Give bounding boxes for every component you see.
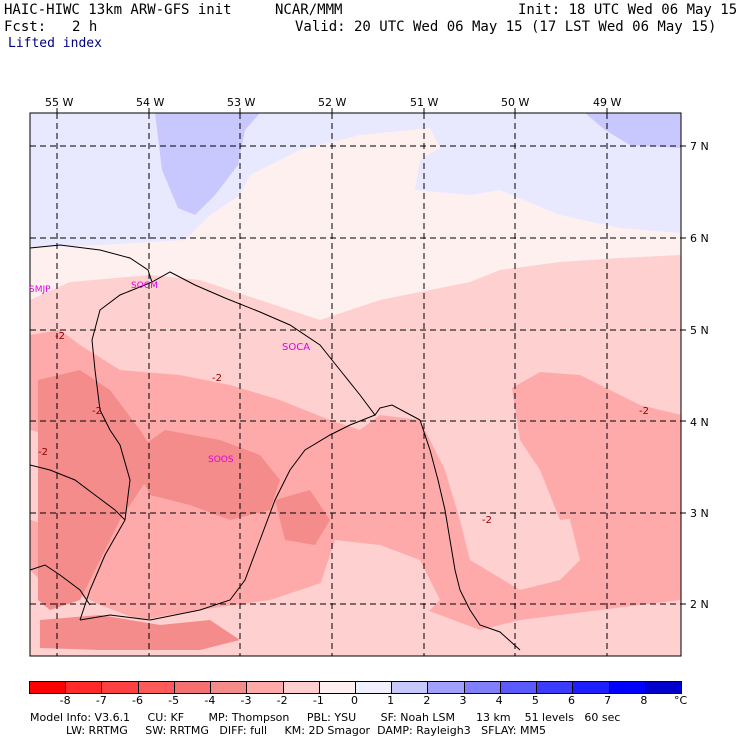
border-southwest (29, 564, 91, 606)
colorbar-swatch (464, 682, 501, 693)
colorbar-swatch (319, 682, 356, 693)
model-info-line1: Model Info: V3.6.1 CU: KF MP: Thompson P… (30, 711, 621, 724)
colorbar-swatch (392, 682, 429, 693)
colorbar-tick-label: -8 (59, 694, 71, 707)
contour-label: -2 (38, 447, 48, 458)
lon-label-50w: 50 W (501, 96, 530, 109)
field-name: Lifted index (8, 36, 102, 51)
station-socm: SOCM (131, 281, 158, 291)
colorbar-swatch (174, 682, 212, 693)
colorbar-tick-label: 1 (387, 694, 395, 707)
forecast-label: Fcst: (4, 19, 47, 35)
border-west (29, 464, 126, 521)
colorbar-swatch (537, 682, 574, 693)
colorbar-swatch (66, 682, 103, 693)
border-fguiana-brazil (419, 419, 521, 651)
colorbar-swatch (247, 682, 284, 693)
contour-label: -2 (92, 406, 102, 417)
colorbar-tick-label: 6 (568, 694, 575, 707)
axis-ticks (56, 108, 686, 605)
model-title: HAIC-HIWC 13km ARW-GFS init (4, 2, 232, 18)
lon-label-52w: 52 W (318, 96, 347, 109)
contour-label: -2 (639, 406, 649, 417)
contour-label: -2 (482, 515, 492, 526)
colorbar-tick-label: -3 (240, 694, 252, 707)
colorbar-swatch (283, 682, 320, 693)
shade-minus2-to-minus3 (30, 330, 681, 630)
contour-label: -2 (212, 373, 222, 384)
colorbar-swatch (138, 682, 175, 693)
station-smjp: SMJP (29, 285, 51, 295)
colorbar-tick-label: 3 (459, 694, 467, 707)
shade-1-to-2-east (585, 113, 681, 148)
organization: NCAR/MMM (275, 2, 343, 18)
valid-time: Valid: 20 UTC Wed 06 May 15 (17 LST Wed … (295, 19, 717, 35)
pocket-light-south (320, 540, 440, 630)
shade-minus2-ne (512, 372, 681, 520)
colorbar-tick-label: 0 (351, 694, 358, 707)
init-time: Init: 18 UTC Wed 06 May 15 (518, 2, 738, 18)
lon-label-49w: 49 W (593, 96, 622, 109)
colorbar-swatch (355, 682, 393, 693)
colorbar-tick-label: -5 (168, 694, 180, 707)
colorbar-tick-label: 5 (531, 694, 539, 707)
colorbar-swatch (102, 682, 139, 693)
colorbar-tick-label: -1 (312, 694, 324, 707)
forecast-hours: 2 h (72, 19, 98, 35)
colorbar-swatch (645, 682, 681, 693)
colorbar-tick-label: -4 (204, 694, 216, 707)
shade-minus3-west (38, 370, 160, 610)
lat-label-7n: 7 N (690, 140, 709, 153)
model-info-line2: LW: RRTMG SW: RRTMG DIFF: full KM: 2D Sm… (66, 724, 546, 737)
lon-label-55w: 55 W (45, 96, 74, 109)
colorbar-tick-label: 4 (495, 694, 503, 707)
colorbar-tick-label: 2 (423, 694, 431, 707)
shade-minus3-small (275, 490, 330, 545)
colorbar-swatch (428, 682, 465, 693)
lat-label-3n: 3 N (690, 507, 709, 520)
lon-label-51w: 51 W (410, 96, 439, 109)
colorbar-swatch (573, 682, 610, 693)
colorbar-unit: °C (674, 694, 688, 707)
lat-lon-grid (30, 113, 681, 656)
colorbar-tick-label: -6 (132, 694, 143, 707)
lat-label-6n: 6 N (690, 232, 709, 245)
colorbar-swatch (211, 682, 248, 693)
colorbar-tick-label: 7 (604, 694, 612, 707)
colorbar-tick-label: -2 (276, 694, 288, 707)
shade-minus3-central (130, 430, 280, 520)
border-suriname-fguiana (79, 414, 376, 621)
lat-label-4n: 4 N (690, 416, 709, 429)
station-soos: SOOS (208, 455, 234, 465)
coastline-north (29, 244, 421, 421)
colorbar-swatch (500, 682, 538, 693)
contour-label: -2 (55, 331, 65, 342)
colorbar-tick-label: -7 (95, 694, 107, 707)
lon-label-53w: 53 W (227, 96, 256, 109)
lat-label-2n: 2 N (690, 598, 709, 611)
shade-1-to-2-west (155, 113, 260, 215)
colorbar-swatch (609, 682, 646, 693)
lon-label-54w: 54 W (136, 96, 165, 109)
colorbar (29, 681, 682, 694)
border-suriname-guyana (79, 281, 153, 621)
colorbar-tick-label: 8 (640, 694, 648, 707)
shade-minus3-south (40, 615, 240, 650)
station-soca: SOCA (282, 342, 310, 353)
map-frame (29, 112, 682, 657)
colorbar-swatch (30, 682, 67, 693)
lat-label-5n: 5 N (690, 324, 709, 337)
